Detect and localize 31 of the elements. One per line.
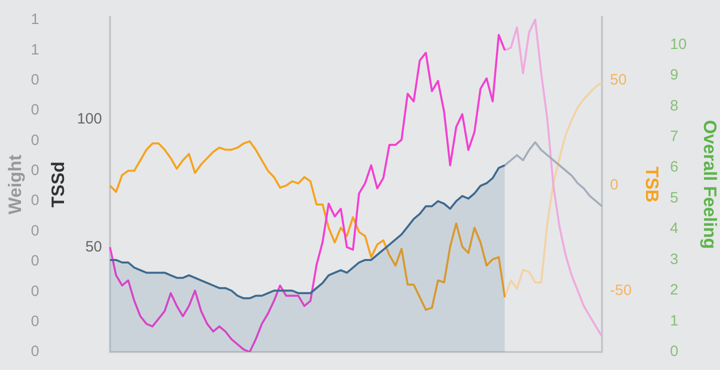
text: 0 xyxy=(30,222,40,240)
y3-tick-label: 7 xyxy=(670,128,678,146)
y3-tick-label: 10 xyxy=(670,36,687,53)
y2-tick-label: 50 xyxy=(610,71,627,88)
y3-axis-title: Overall Feeling xyxy=(700,120,720,250)
text: 0 xyxy=(30,132,40,149)
y-axis-title: TSSd xyxy=(48,161,68,208)
y3-tick-label: 0 xyxy=(670,343,678,360)
y2-tick-label: -50 xyxy=(610,282,632,300)
y3-tick-label: 6 xyxy=(670,158,678,176)
text: 1 xyxy=(30,41,40,58)
y3-tick-label: 9 xyxy=(670,66,678,84)
text: 0 xyxy=(30,312,40,330)
text: 0 xyxy=(30,192,40,210)
text: Weight xyxy=(4,154,25,214)
y3-tick-label: 4 xyxy=(670,220,678,238)
text: 0 xyxy=(30,102,40,119)
y3-tick-label: 2 xyxy=(670,282,678,299)
y2-axis-title: TSB xyxy=(642,166,662,202)
text: 1 xyxy=(30,11,40,28)
y2-tick-label: 0 xyxy=(610,176,618,194)
y3-tick-label: 1 xyxy=(670,312,678,330)
text: 0 xyxy=(30,162,40,180)
y-tick-label: 100 xyxy=(76,110,102,128)
y3-tick-label: 5 xyxy=(670,189,678,206)
text: 0 xyxy=(30,282,40,300)
y3-tick-label: 8 xyxy=(670,97,678,114)
text: 0 xyxy=(30,343,40,360)
y3-tick-label: 3 xyxy=(670,250,678,268)
text: 0 xyxy=(30,72,40,89)
text: 0 xyxy=(30,252,40,270)
